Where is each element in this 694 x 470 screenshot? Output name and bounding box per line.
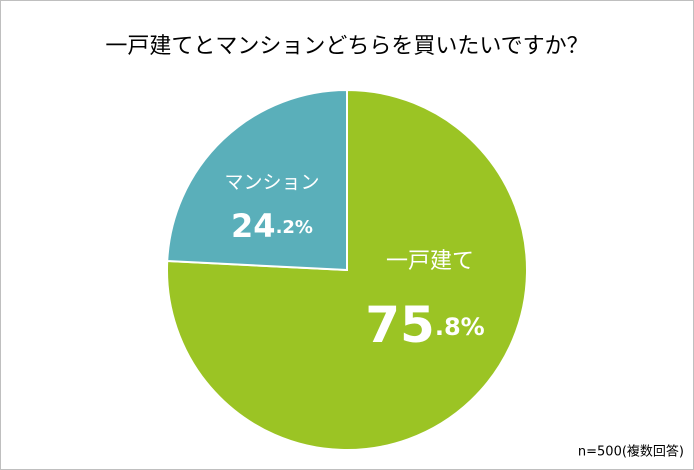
chart-title: 一戸建てとマンションどちらを買いたいですか？ [105,34,588,59]
pie-slice [166,88,348,272]
value-label: 75.8% [365,296,484,354]
note: n=500(複数回答) [578,444,684,460]
value-label: 24.2% [231,207,313,245]
pie-slice [166,88,528,451]
slice-label: 一戸建て [386,249,474,274]
slice-label: マンション [224,172,319,194]
